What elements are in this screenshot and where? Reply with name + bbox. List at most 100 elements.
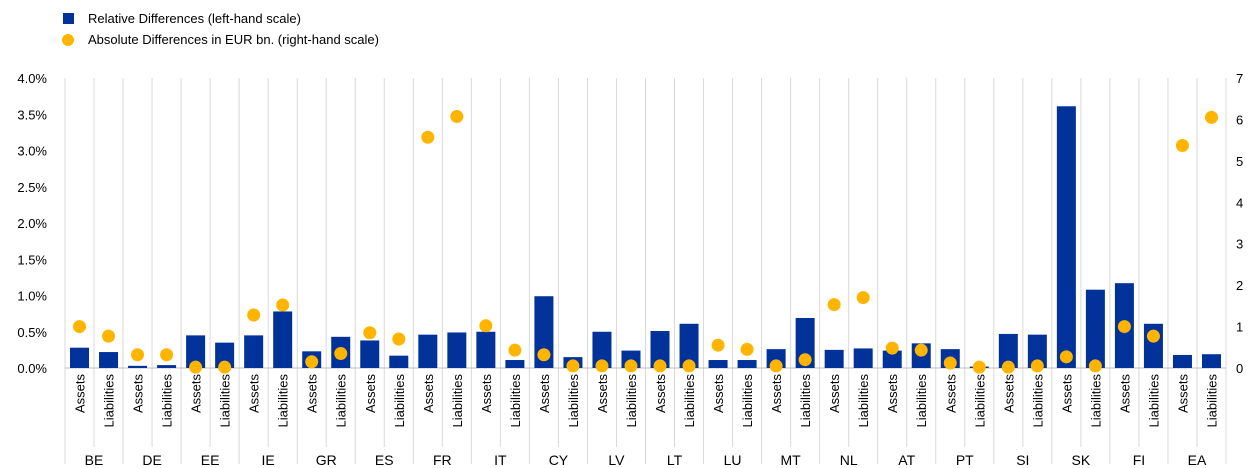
dot — [1060, 350, 1073, 363]
bar — [1057, 106, 1076, 368]
dot — [683, 359, 696, 372]
y-left-tick-label: 0.5% — [17, 325, 47, 340]
x-subcategory-label: Liabilities — [276, 374, 291, 428]
y-right-tick-label: 1 — [1236, 320, 1243, 335]
x-country-label: PT — [956, 452, 974, 468]
bar — [389, 356, 408, 368]
dot — [189, 361, 202, 374]
x-country-label: SI — [1016, 452, 1029, 468]
dot — [450, 110, 463, 123]
dot — [102, 330, 115, 343]
y-left-tick-label: 3.5% — [17, 107, 47, 122]
x-subcategory-label: Liabilities — [740, 374, 755, 428]
bar — [273, 311, 292, 368]
dot — [73, 320, 86, 333]
x-subcategory-label: Assets — [885, 374, 900, 414]
y-left-tick-label: 3.0% — [17, 144, 47, 159]
x-subcategory-label: Assets — [479, 374, 494, 414]
x-subcategory-label: Liabilities — [102, 374, 117, 428]
bar — [99, 352, 118, 368]
x-subcategory-label: Assets — [595, 374, 610, 414]
x-subcategory-label: Liabilities — [1030, 374, 1045, 428]
bar — [128, 366, 147, 368]
dot — [218, 361, 231, 374]
dot — [1176, 139, 1189, 152]
x-country-label: MT — [781, 452, 802, 468]
x-country-label: ES — [375, 452, 394, 468]
x-country-label: FI — [1133, 452, 1145, 468]
bar — [70, 348, 89, 368]
x-subcategory-label: Assets — [1059, 374, 1074, 414]
x-subcategory-label: Liabilities — [392, 374, 407, 428]
y-right-tick-label: 5 — [1236, 154, 1243, 169]
dot — [247, 308, 260, 321]
x-country-label: LT — [667, 452, 683, 468]
x-subcategory-label: Liabilities — [566, 374, 581, 428]
x-subcategory-label: Assets — [711, 374, 726, 414]
y-right-tick-label: 2 — [1236, 278, 1243, 293]
x-subcategory-label: Assets — [73, 374, 88, 414]
x-subcategory-label: Liabilities — [624, 374, 639, 428]
y-left-tick-label: 1.5% — [17, 252, 47, 267]
x-subcategory-label: Liabilities — [450, 374, 465, 428]
y-right-tick-label: 0 — [1236, 361, 1243, 376]
bar — [505, 360, 524, 368]
bar — [157, 365, 176, 368]
x-subcategory-label: Assets — [537, 374, 552, 414]
y-left-tick-label: 1.0% — [17, 289, 47, 304]
x-subcategory-label: Liabilities — [334, 374, 349, 428]
bar — [825, 350, 844, 368]
y-left-tick-label: 2.5% — [17, 180, 47, 195]
bar — [1086, 290, 1105, 368]
dot — [770, 359, 783, 372]
x-country-label: AT — [898, 452, 915, 468]
x-subcategory-label: Liabilities — [508, 374, 523, 428]
x-subcategory-label: Liabilities — [682, 374, 697, 428]
x-subcategory-label: Liabilities — [914, 374, 929, 428]
bar — [447, 332, 466, 368]
x-subcategory-label: Assets — [943, 374, 958, 414]
x-country-label: DE — [142, 452, 161, 468]
x-country-label: IT — [494, 452, 507, 468]
bar — [1202, 354, 1221, 368]
dot — [276, 299, 289, 312]
dot — [334, 347, 347, 360]
x-subcategory-label: Liabilities — [972, 374, 987, 428]
bar — [738, 360, 757, 368]
x-subcategory-label: Assets — [1001, 374, 1016, 414]
y-left-tick-label: 4.0% — [17, 71, 47, 86]
x-country-label: SK — [1072, 452, 1091, 468]
y-right-tick-label: 6 — [1236, 112, 1243, 127]
dot — [537, 348, 550, 361]
dot — [799, 353, 812, 366]
dot — [131, 348, 144, 361]
x-country-label: FR — [433, 452, 452, 468]
y-right-tick-label: 7 — [1236, 71, 1243, 86]
x-subcategory-label: Assets — [305, 374, 320, 414]
x-subcategory-label: Assets — [247, 374, 262, 414]
x-country-label: EA — [1188, 452, 1207, 468]
bar — [709, 360, 728, 368]
dot — [1118, 320, 1131, 333]
bar — [418, 335, 437, 368]
x-subcategory-label: Liabilities — [1204, 374, 1219, 428]
bar — [476, 332, 495, 368]
dot — [508, 344, 521, 357]
dot — [973, 361, 986, 374]
x-country-label: EE — [201, 452, 220, 468]
x-country-label: LV — [608, 452, 625, 468]
x-subcategory-label: Assets — [827, 374, 842, 414]
x-country-label: NL — [840, 452, 858, 468]
x-subcategory-label: Liabilities — [160, 374, 175, 428]
dot — [1031, 359, 1044, 372]
dot — [886, 342, 899, 355]
bar — [1173, 355, 1192, 368]
y-left-tick-label: 2.0% — [17, 216, 47, 231]
x-country-label: LU — [724, 452, 742, 468]
dot — [857, 291, 870, 304]
dot — [160, 348, 173, 361]
dot — [712, 339, 725, 352]
dot — [479, 319, 492, 332]
